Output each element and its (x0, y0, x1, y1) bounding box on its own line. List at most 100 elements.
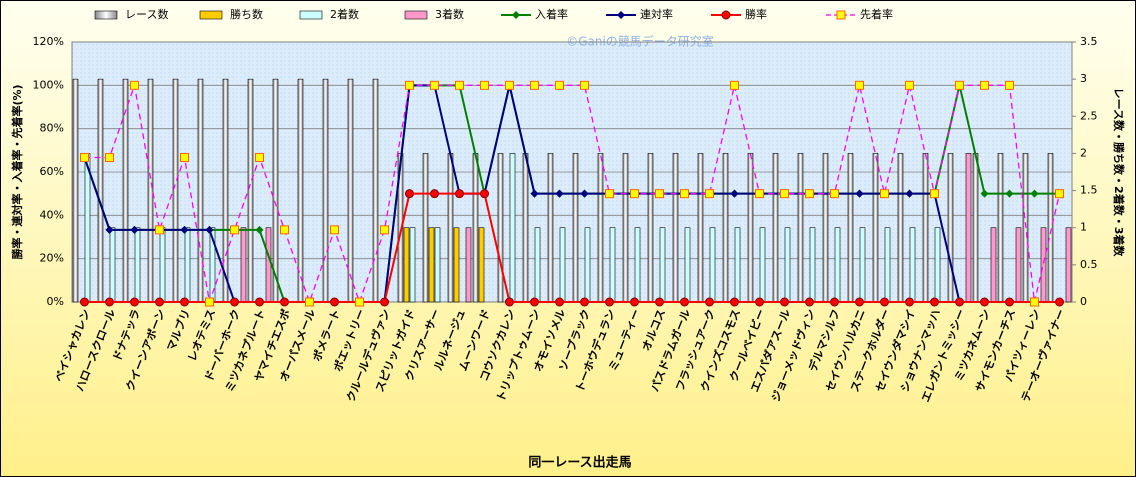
bar (897, 153, 904, 303)
bar (428, 227, 435, 303)
bar (184, 227, 191, 303)
marker (180, 225, 189, 234)
marker (780, 297, 789, 307)
bar (247, 78, 254, 303)
bar (84, 153, 91, 303)
bar (609, 227, 616, 303)
bar (647, 153, 654, 303)
legend-swatch (199, 10, 223, 20)
bar (797, 153, 804, 303)
marker (1005, 189, 1014, 198)
marker (1055, 297, 1064, 307)
marker (955, 297, 964, 307)
bar (884, 227, 891, 303)
marker (330, 225, 339, 235)
marker (180, 297, 189, 307)
line (84, 192, 1060, 303)
marker (130, 225, 139, 234)
bar (297, 78, 304, 303)
marker (80, 152, 89, 162)
marker (630, 297, 639, 307)
marker (105, 152, 114, 162)
marker (955, 80, 964, 90)
y2-tick-label: 1 (1080, 221, 1087, 234)
y2-tick-label: 2.5 (1080, 109, 1098, 122)
marker (255, 297, 264, 307)
marker (830, 297, 839, 307)
bar (97, 78, 104, 303)
marker (580, 189, 589, 198)
marker (280, 225, 289, 235)
bar (734, 227, 741, 303)
legend-swatch (94, 10, 118, 20)
legend-label: レース数 (125, 8, 168, 21)
bar (1040, 227, 1047, 303)
marker (480, 189, 489, 199)
marker (305, 297, 314, 307)
bar (622, 153, 629, 303)
marker (705, 189, 714, 199)
bar (472, 153, 479, 303)
bar (709, 227, 716, 303)
bar (1065, 227, 1072, 303)
bar (534, 227, 541, 303)
marker (205, 225, 214, 234)
y-tick-label: 40% (40, 208, 64, 221)
marker (880, 189, 889, 199)
bar (509, 153, 516, 303)
y2-tick-label: 3 (1080, 72, 1087, 85)
bar (422, 153, 429, 303)
y-axis-title: 勝率・連対率・入着率・先着率(%) (10, 84, 24, 259)
marker (730, 189, 739, 198)
x-axis-title: 同一レース出走馬 (528, 455, 631, 471)
y2-axis-title: レース数・勝ち数・2着数・3着数 (1112, 88, 1126, 258)
marker (455, 189, 464, 199)
marker (780, 189, 789, 199)
marker (255, 225, 264, 234)
marker (530, 80, 539, 90)
marker (905, 80, 914, 90)
marker (530, 297, 539, 307)
y2-tick-label: 2 (1080, 146, 1087, 159)
bar (659, 227, 666, 303)
marker (880, 297, 889, 307)
marker (705, 297, 714, 307)
bar (759, 227, 766, 303)
line (84, 84, 1061, 304)
bar (834, 227, 841, 303)
marker (155, 297, 164, 307)
bar (972, 153, 979, 303)
marker (830, 189, 839, 199)
marker (1030, 297, 1039, 307)
bar (747, 153, 754, 303)
marker (230, 297, 239, 307)
legend-marker (836, 10, 846, 20)
bar (134, 227, 141, 303)
marker (430, 80, 439, 90)
y-tick-label: 0% (47, 295, 64, 308)
marker (505, 80, 514, 90)
marker (855, 189, 864, 198)
marker (730, 80, 739, 90)
marker (980, 189, 989, 198)
marker (655, 189, 664, 199)
marker (1005, 80, 1014, 90)
marker (855, 297, 864, 307)
marker (605, 189, 614, 199)
marker (105, 225, 114, 234)
marker (980, 297, 989, 307)
marker (1055, 189, 1064, 199)
marker (330, 297, 339, 307)
y-tick-label: 20% (40, 252, 64, 265)
marker (380, 297, 389, 307)
y2-tick-label: 3.5 (1080, 35, 1098, 48)
bar (1015, 227, 1022, 303)
bar (909, 227, 916, 303)
marker (555, 189, 564, 198)
marker (580, 297, 589, 307)
marker (255, 152, 264, 162)
bar (465, 227, 472, 303)
marker (530, 189, 539, 198)
y2-tick-label: 0.5 (1080, 258, 1098, 271)
bar (634, 227, 641, 303)
